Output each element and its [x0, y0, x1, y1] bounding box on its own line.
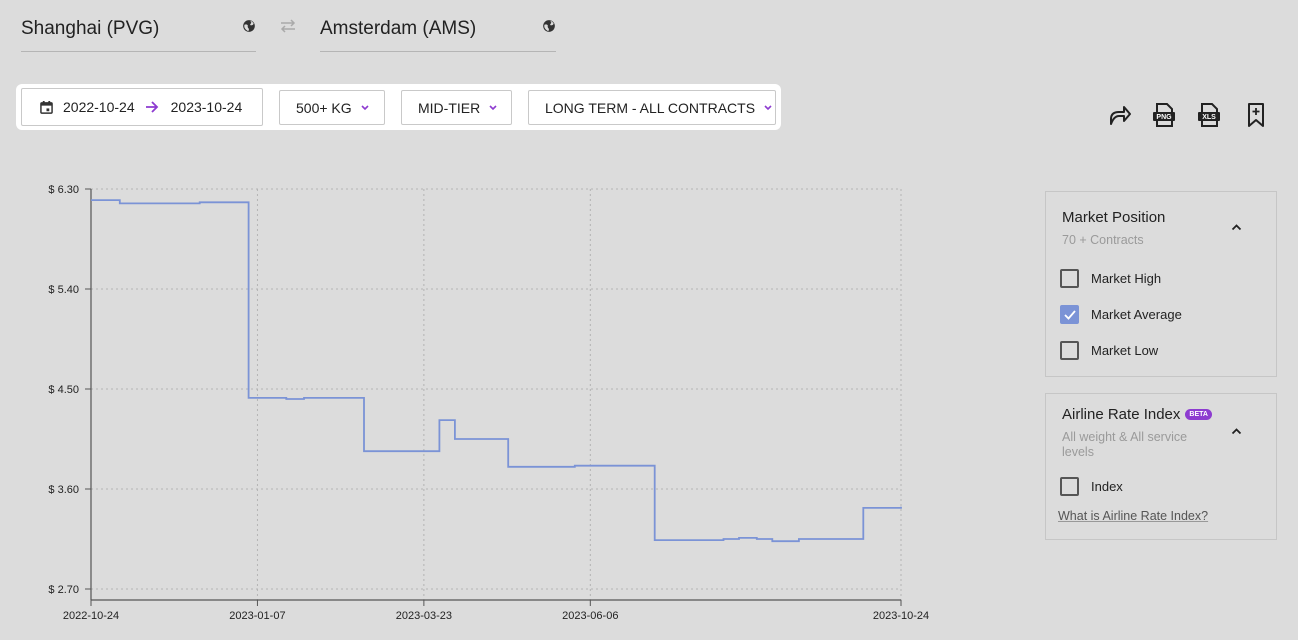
- date-range-picker[interactable]: 2022-10-24 2023-10-24: [21, 88, 263, 126]
- beta-badge: BETA: [1185, 409, 1212, 420]
- airline-rate-index-subtitle: All weight & All service levels: [1062, 430, 1188, 459]
- xls-export-icon[interactable]: XLS: [1197, 102, 1221, 128]
- index-option[interactable]: Index: [1060, 476, 1123, 496]
- term-dropdown[interactable]: LONG TERM - ALL CONTRACTS: [528, 90, 776, 125]
- index-label: Index: [1091, 478, 1123, 494]
- chevron-down-icon: [489, 105, 497, 111]
- y-tick-label: $ 4.50: [48, 384, 79, 396]
- market-position-subtitle: 70 + Contracts: [1062, 233, 1144, 247]
- chevron-down-icon: [764, 105, 772, 111]
- origin-field[interactable]: Shanghai (PVG): [21, 12, 256, 52]
- airline-rate-index-title-text: Airline Rate Index: [1062, 406, 1181, 423]
- svg-text:PNG: PNG: [1156, 114, 1172, 121]
- destination-field[interactable]: Amsterdam (AMS): [320, 12, 556, 52]
- bookmark-icon[interactable]: [1244, 102, 1268, 128]
- weight-value: 500+ KG: [296, 99, 352, 116]
- market-position-panel: Market Position 70 + Contracts Market Hi…: [1045, 191, 1277, 377]
- date-to: 2023-10-24: [170, 99, 243, 115]
- check-icon: [1064, 309, 1076, 320]
- swap-icon[interactable]: [279, 19, 297, 33]
- market-high-label: Market High: [1091, 270, 1162, 286]
- chevron-up-icon[interactable]: [1231, 427, 1242, 435]
- y-tick-label: $ 3.60: [48, 484, 79, 496]
- market-low-label: Market Low: [1091, 342, 1159, 358]
- airline-rate-index-panel: Airline Rate Index BETA All weight & All …: [1045, 393, 1277, 540]
- x-tick-label: 2023-03-23: [396, 610, 452, 622]
- y-tick-label: $ 6.30: [48, 184, 79, 196]
- date-from: 2022-10-24: [63, 99, 135, 115]
- market-low-checkbox[interactable]: [1060, 340, 1079, 360]
- svg-text:XLS: XLS: [1202, 114, 1216, 121]
- chevron-down-icon: [361, 105, 369, 111]
- png-export-icon[interactable]: PNG: [1152, 102, 1176, 128]
- x-tick-label: 2022-10-24: [63, 610, 119, 622]
- globe-icon[interactable]: [242, 19, 256, 33]
- index-checkbox[interactable]: [1060, 476, 1079, 496]
- tier-dropdown[interactable]: MID-TIER: [401, 90, 512, 125]
- market-average-checkbox[interactable]: [1060, 304, 1079, 324]
- destination-city: Amsterdam (AMS): [320, 18, 477, 39]
- chevron-up-icon[interactable]: [1231, 223, 1242, 231]
- market-high-checkbox[interactable]: [1060, 268, 1079, 288]
- market-position-title: Market Position: [1062, 209, 1166, 226]
- globe-icon[interactable]: [542, 19, 556, 33]
- origin-city: Shanghai (PVG): [21, 18, 160, 39]
- calendar-icon: [40, 100, 53, 114]
- x-tick-label: 2023-06-06: [562, 610, 618, 622]
- market-average-option[interactable]: Market Average: [1060, 304, 1182, 324]
- market-average-label: Market Average: [1091, 306, 1182, 322]
- market-low-option[interactable]: Market Low: [1060, 340, 1158, 360]
- airline-rate-index-help-link[interactable]: What is Airline Rate Index?: [1058, 509, 1209, 523]
- airline-rate-index-title: Airline Rate Index BETA: [1062, 406, 1212, 423]
- filter-bar: 2022-10-24 2023-10-24 500+ KG MID-TIER L…: [16, 84, 781, 130]
- share-icon[interactable]: [1108, 102, 1132, 128]
- x-tick-label: 2023-10-24: [873, 610, 929, 622]
- weight-dropdown[interactable]: 500+ KG: [279, 90, 385, 125]
- tier-value: MID-TIER: [418, 99, 481, 116]
- market-high-option[interactable]: Market High: [1060, 268, 1161, 288]
- market-average-line: [91, 199, 902, 543]
- x-tick-label: 2023-01-07: [229, 610, 285, 622]
- arrow-right-icon: [145, 101, 158, 113]
- y-tick-label: $ 2.70: [48, 584, 79, 596]
- term-value: LONG TERM - ALL CONTRACTS: [545, 99, 756, 116]
- rate-chart: $ 6.30 $ 5.40 $ 4.50 $ 3.60 $ 2.70 2022-10-24…: [48, 184, 929, 622]
- y-tick-label: $ 5.40: [48, 284, 79, 296]
